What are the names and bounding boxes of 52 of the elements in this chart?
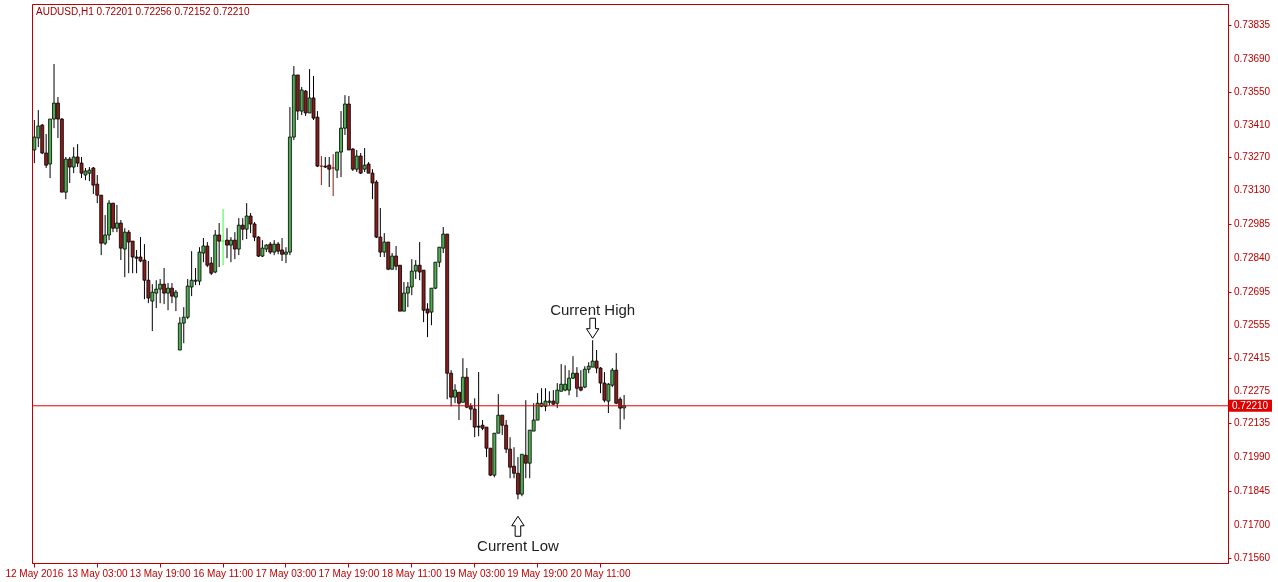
- y-tick-label: 0.72415: [1234, 351, 1271, 363]
- candlestick: [331, 153, 336, 197]
- candlestick: [158, 278, 163, 304]
- y-tick-label: 0.73550: [1234, 85, 1271, 97]
- y-tick-label: 0.73690: [1234, 53, 1271, 65]
- y-tick-label: 0.71560: [1234, 552, 1271, 564]
- annotation: Current High: [550, 301, 636, 319]
- candlestick: [229, 236, 233, 263]
- x-tick-label: 17 May 03:00: [255, 567, 317, 579]
- y-tick-label: 0.71845: [1234, 485, 1271, 497]
- y-tick-label: 0.73835: [1234, 19, 1271, 31]
- annotation: Current Low: [477, 537, 559, 555]
- y-tick-label: 0.72985: [1234, 218, 1271, 230]
- ref-line-label: 0.72210: [1232, 399, 1269, 411]
- y-tick-label: 0.73270: [1234, 151, 1271, 163]
- x-tick-label: 17 May 19:00: [318, 567, 380, 579]
- candlestick: [221, 208, 225, 266]
- x-tick-label: 16 May 11:00: [193, 567, 254, 579]
- candlestick: [244, 202, 249, 240]
- candlestick: [280, 237, 284, 262]
- candlestick: [476, 371, 481, 437]
- y-tick-label: 0.71700: [1234, 519, 1271, 531]
- x-tick-label: 19 May 19:00: [507, 567, 569, 579]
- candlestick: [225, 227, 229, 259]
- candlestick: [575, 366, 579, 398]
- y-tick-label: 0.72555: [1234, 318, 1271, 330]
- candlestick: [567, 369, 571, 396]
- y-tick-label: 0.73130: [1234, 184, 1271, 196]
- candlestick: [354, 149, 359, 173]
- y-tick-label: 0.73410: [1234, 118, 1271, 130]
- y-tick-label: 0.71990: [1234, 451, 1271, 463]
- y-tick-label: 0.72135: [1234, 417, 1271, 429]
- candlestick: [142, 243, 147, 300]
- x-tick-label: 19 May 03:00: [444, 567, 506, 579]
- y-tick-label: 0.72275: [1234, 384, 1271, 396]
- candlestick: [166, 282, 170, 311]
- candlestick: [91, 166, 96, 195]
- candlestick: [622, 394, 626, 420]
- y-tick-label: 0.72695: [1234, 286, 1271, 298]
- candlestick: [236, 217, 241, 256]
- candlestick: [126, 229, 131, 274]
- chart-title: AUDUSD,H1 0.72201 0.72256 0.72152 0.72210: [36, 6, 250, 17]
- y-tick-label: 0.72840: [1234, 252, 1271, 264]
- candlestick: [555, 382, 560, 409]
- x-tick-label: 20 May 11:00: [570, 567, 631, 579]
- candlestick: [327, 156, 332, 188]
- x-tick-label: 13 May 03:00: [66, 567, 128, 579]
- x-tick-label: 12 May 2016: [5, 567, 64, 579]
- candlestick: [71, 146, 76, 174]
- candlestick: [563, 364, 568, 392]
- x-tick-label: 13 May 19:00: [129, 567, 191, 579]
- x-tick-label: 18 May 11:00: [381, 567, 443, 579]
